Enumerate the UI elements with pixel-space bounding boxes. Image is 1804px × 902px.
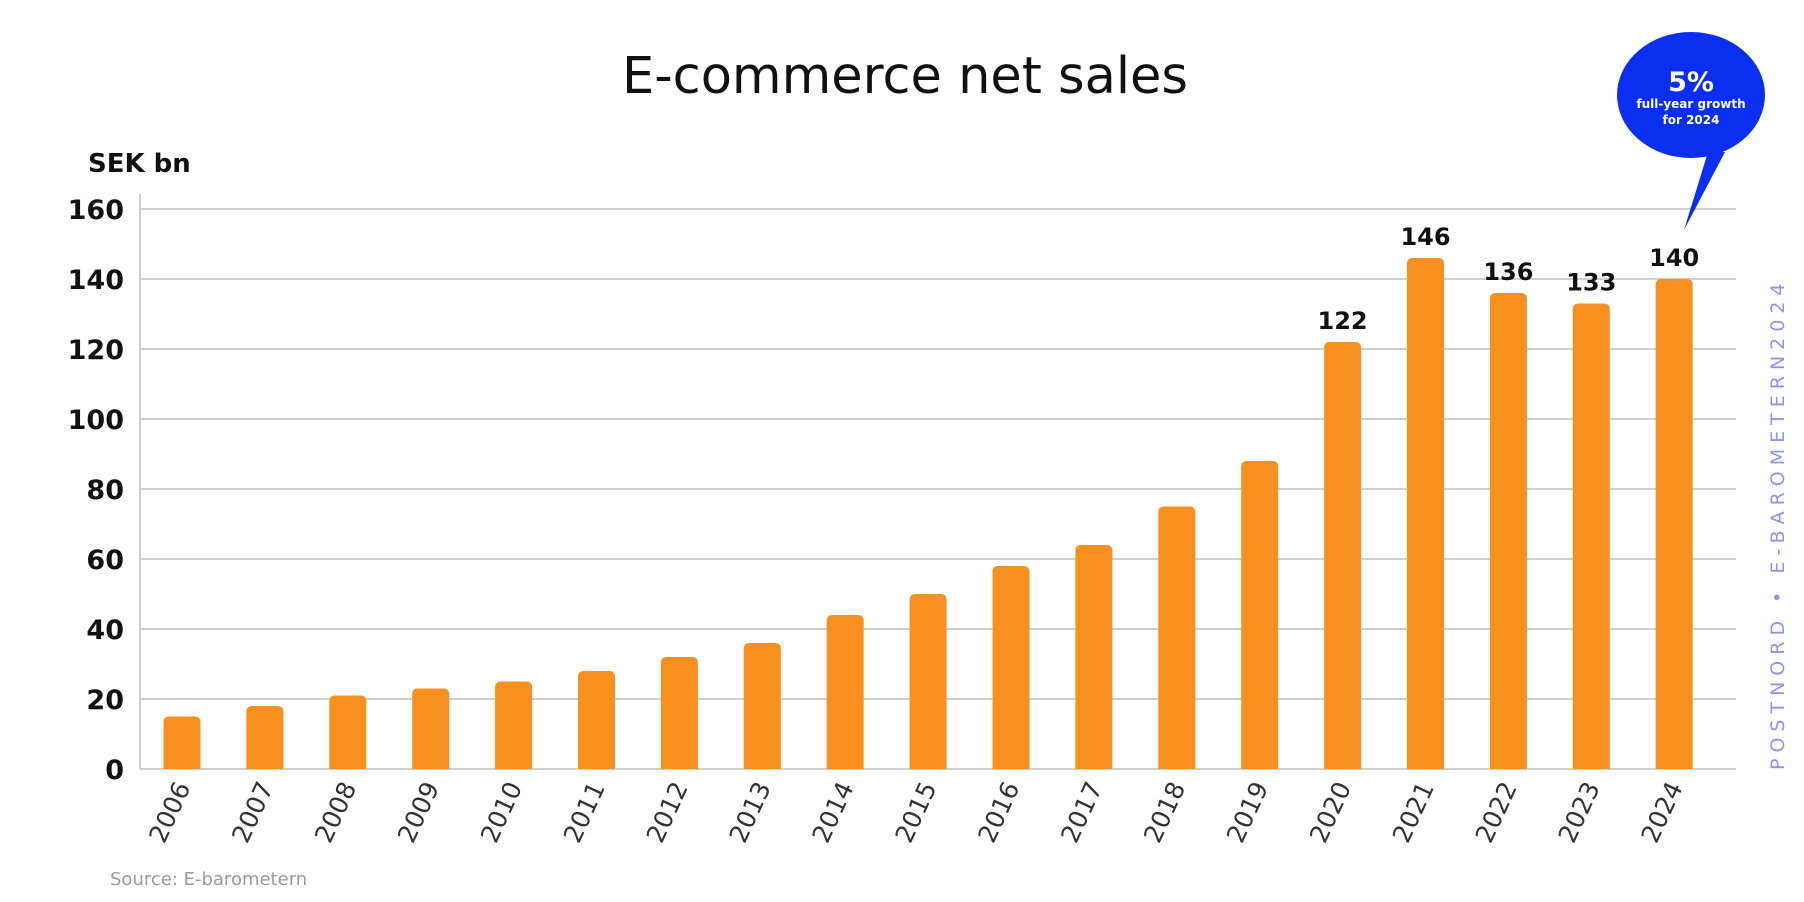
x-tick-label-2015: 2015 (889, 777, 942, 847)
x-tick-label-2021: 2021 (1387, 777, 1440, 847)
bar-2024 (1655, 279, 1693, 769)
x-tick-label-2008: 2008 (309, 777, 362, 847)
bar-2010 (495, 681, 533, 769)
bars (163, 258, 1693, 769)
bar-2014 (826, 615, 864, 769)
data-label-2022: 136 (1483, 258, 1533, 286)
x-tick-label-2014: 2014 (806, 777, 859, 847)
data-labels: 122 146 136 133 140 (1318, 223, 1700, 335)
bar-2018 (1158, 506, 1196, 769)
y-tick-label: 40 (86, 615, 124, 646)
y-tick-label: 120 (68, 335, 124, 366)
y-tick-label: 0 (105, 755, 124, 786)
bar-2020 (1324, 342, 1362, 769)
bar-2011 (578, 671, 615, 769)
x-tick-label-2006: 2006 (143, 777, 196, 847)
x-tick-label-2020: 2020 (1304, 777, 1357, 847)
y-axis-unit-label: SEK bn (88, 149, 191, 179)
x-tick-label-2016: 2016 (972, 777, 1025, 847)
data-label-2021: 146 (1400, 223, 1450, 251)
y-tick-label: 60 (86, 545, 124, 576)
bar-2013 (743, 643, 781, 769)
callout-line-2: for 2024 (1663, 113, 1720, 127)
bar-2008 (329, 695, 367, 769)
bar-2023 (1572, 303, 1610, 769)
bar-2021 (1407, 258, 1444, 769)
x-tick-label-2022: 2022 (1470, 777, 1523, 847)
y-tick-label: 140 (68, 265, 124, 296)
bar-2016 (992, 566, 1030, 769)
bar-2006 (163, 716, 201, 769)
x-tick-label-2024: 2024 (1635, 777, 1688, 847)
x-tick-label-2023: 2023 (1553, 777, 1606, 847)
bar-2009 (412, 688, 450, 769)
bar-2019 (1241, 461, 1279, 769)
x-tick-label-2011: 2011 (558, 777, 611, 847)
data-label-2024: 140 (1649, 244, 1699, 272)
y-axis-ticks: 0 20 40 60 80 100 120 140 160 (68, 195, 124, 786)
growth-callout: 5% full-year growth for 2024 (1617, 32, 1765, 230)
x-tick-label-2010: 2010 (475, 777, 528, 847)
gridlines (140, 208, 1736, 770)
bar-2017 (1075, 545, 1113, 769)
y-tick-label: 100 (68, 405, 124, 436)
y-tick-label: 160 (68, 195, 124, 226)
callout-pointer (1684, 152, 1725, 230)
y-tick-label: 80 (86, 475, 124, 506)
source-note: Source: E-barometern (110, 869, 307, 890)
x-tick-label-2012: 2012 (641, 777, 694, 847)
x-tick-label-2017: 2017 (1055, 777, 1108, 847)
x-tick-label-2019: 2019 (1221, 777, 1274, 847)
y-tick-label: 20 (86, 685, 124, 716)
x-tick-label-2007: 2007 (226, 777, 279, 847)
bar-2022 (1489, 293, 1527, 769)
vertical-watermark: POSTNORD • E-BAROMETERN2024 (1767, 277, 1789, 770)
x-tick-label-2009: 2009 (392, 777, 445, 847)
callout-bubble (1617, 32, 1765, 158)
x-tick-label-2018: 2018 (1138, 777, 1191, 847)
bar-2007 (246, 706, 284, 769)
x-tick-label-2013: 2013 (724, 777, 777, 847)
callout-line-1: full-year growth (1636, 97, 1745, 111)
data-label-2020: 122 (1318, 307, 1368, 335)
chart-title: E-commerce net sales (622, 47, 1188, 106)
bar-2012 (660, 657, 698, 769)
callout-value: 5% (1668, 67, 1714, 98)
x-axis-ticks: 2006 2007 2008 2009 2010 2011 2012 2013 2014 2015… (143, 777, 1688, 847)
data-label-2023: 133 (1566, 269, 1616, 297)
bar-2015 (909, 594, 947, 769)
